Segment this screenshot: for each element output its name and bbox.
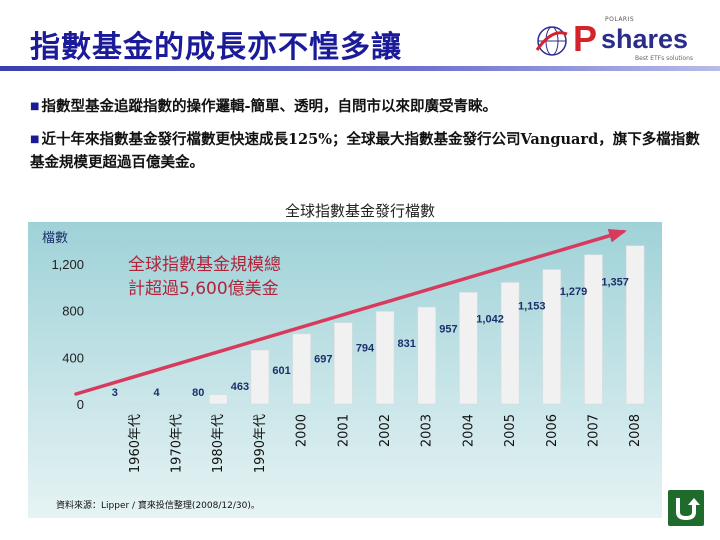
u-turn-arrow-icon: [676, 498, 700, 521]
data-label: 1,153: [518, 300, 546, 312]
data-label: 463: [231, 381, 249, 393]
data-label: 601: [272, 365, 290, 377]
bar: [625, 245, 645, 405]
bar: [334, 322, 353, 405]
data-label: 1,357: [601, 277, 629, 289]
y-tick-label: 400: [62, 350, 84, 365]
title-underline: [0, 66, 720, 71]
y-tick-label: 0: [77, 397, 84, 412]
data-label: 3: [112, 387, 118, 399]
bullet-1-text: 指數型基金追蹤指數的操作邏輯-簡單、透明，自問市以來即廣受青睞。: [41, 98, 497, 115]
x-tick-label: 2008: [628, 414, 643, 447]
data-label: 794: [356, 342, 375, 354]
logo-top-text: POLARIS: [605, 16, 635, 23]
trend-arrow-line: [74, 229, 625, 396]
bar: [417, 306, 436, 405]
y-axis-label: 檔數: [42, 231, 68, 246]
pshares-logo: POLARIS P shares Best ETFs solutions: [535, 16, 715, 68]
logo-shares-text: shares: [601, 24, 689, 54]
data-label: 1,279: [560, 286, 588, 298]
bar: [500, 282, 520, 405]
chart-plot-area: 檔數 0 400 800 1,200 1960年代 1970年代 1980年代 1990年代 20…: [28, 222, 662, 518]
return-button[interactable]: [668, 490, 704, 526]
x-tick-label: 2000: [295, 414, 310, 447]
logo-p-letter: P: [573, 18, 598, 59]
y-tick-label: 1,200: [51, 257, 84, 272]
bar: [584, 254, 603, 405]
bar: [459, 292, 478, 405]
source-note: 資料來源：Lipper / 寶來投信整理(2008/12/30)。: [56, 501, 260, 511]
x-tick-label: 1970年代: [170, 414, 185, 473]
bar: [375, 311, 395, 405]
bar-chart: 檔數 0 400 800 1,200 1960年代 1970年代 1980年代 1990年代 20…: [28, 222, 662, 518]
bullet-1: ■ 指數型基金追蹤指數的操作邏輯-簡單、透明，自問市以來即廣受青睞。: [30, 95, 710, 118]
page-title: 指數基金的成長亦不惶多讓: [30, 30, 402, 65]
x-tick-label: 2003: [420, 414, 435, 447]
x-tick-label: 2006: [545, 414, 560, 447]
x-tick-label: 1960年代: [128, 414, 143, 473]
bullet-marker: ■: [30, 101, 40, 112]
trend-arrow-head: [607, 228, 627, 243]
globe-badge-icon: [535, 26, 568, 56]
data-label: 831: [398, 338, 416, 350]
data-label: 1,042: [476, 313, 504, 325]
x-tick-label: 1990年代: [253, 414, 268, 473]
bar: [542, 269, 562, 405]
data-label: 697: [314, 354, 332, 366]
bar: [292, 333, 311, 405]
x-tick-label: 2007: [586, 414, 601, 447]
bullet-2: ■ 近十年來指數基金發行檔數更快速成長125%；全球最大指數基金發行公司Vangu…: [30, 128, 710, 174]
logo-tagline: Best ETFs solutions: [635, 55, 694, 62]
x-tick-label: 2005: [503, 414, 518, 447]
bullet-2-text: 近十年來指數基金發行檔數更快速成長125%；全球最大指數基金發行公司Vangua…: [30, 131, 700, 171]
data-label: 4: [153, 387, 160, 399]
bar: [250, 349, 270, 405]
data-label: 957: [439, 323, 457, 335]
x-tick-label: 2002: [378, 414, 393, 447]
annotation-text: 全球指數基金規模總: [128, 255, 281, 275]
data-label: 80: [192, 387, 204, 399]
bullet-marker: ■: [30, 134, 40, 145]
bar: [208, 394, 228, 405]
chart-title: 全球指數基金發行檔數: [284, 202, 435, 220]
x-tick-label: 2004: [461, 414, 476, 447]
y-tick-label: 800: [62, 304, 84, 319]
annotation-text: 計超過5,600億美金: [128, 279, 279, 299]
x-tick-label: 2001: [336, 414, 351, 447]
x-tick-label: 1980年代: [211, 414, 226, 473]
